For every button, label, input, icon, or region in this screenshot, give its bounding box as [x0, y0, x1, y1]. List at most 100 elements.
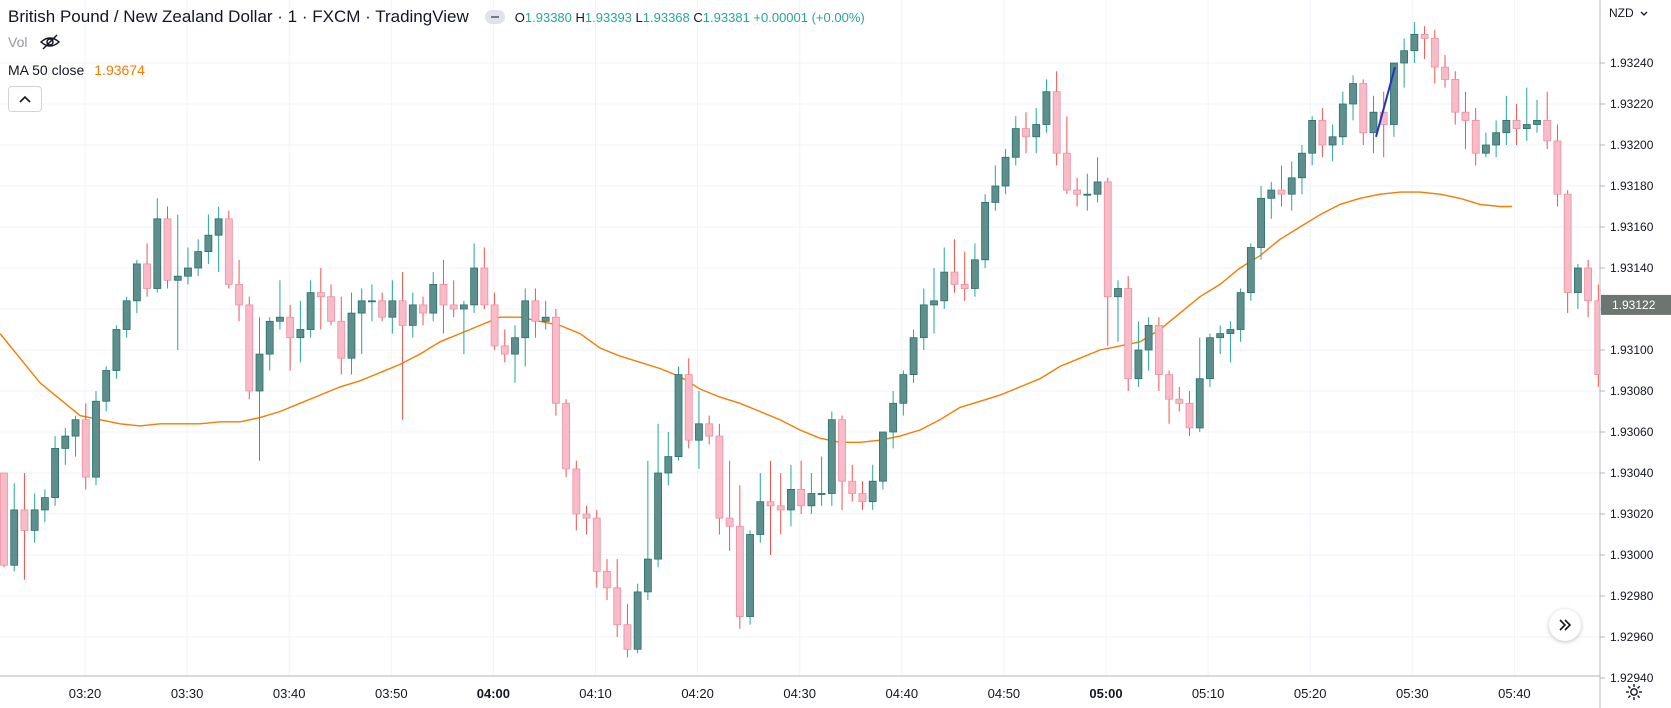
- candle-body: [1573, 267, 1582, 294]
- volume-label[interactable]: Vol: [8, 34, 28, 50]
- candle-body: [572, 468, 581, 515]
- candle-body: [214, 218, 223, 236]
- time-tick-label: 05:30: [1396, 686, 1429, 701]
- trend-line-drawing[interactable]: [1375, 66, 1396, 138]
- candle-body: [1553, 140, 1562, 195]
- candle: [776, 473, 785, 535]
- candle-body: [1533, 120, 1541, 125]
- candle: [1390, 62, 1398, 137]
- price-tick-label: 1.93140: [1610, 261, 1654, 275]
- currency-selector[interactable]: NZD: [1609, 6, 1648, 20]
- candle-body: [797, 488, 806, 507]
- candle: [81, 403, 90, 490]
- candle-body: [1062, 152, 1071, 191]
- candle-body: [10, 509, 19, 566]
- candle: [276, 280, 284, 330]
- candle-body: [981, 201, 990, 261]
- collapse-legend-button[interactable]: [8, 86, 42, 112]
- eye-crossed-icon[interactable]: [39, 34, 61, 50]
- ma-value: 1.93674: [94, 62, 145, 78]
- price-tick-label: 1.92980: [1610, 589, 1654, 603]
- candle: [1318, 108, 1327, 158]
- candle-body: [439, 283, 448, 306]
- candle-body: [746, 534, 754, 617]
- candle-body: [756, 501, 765, 535]
- candle: [858, 481, 867, 510]
- candle: [1124, 276, 1133, 391]
- candle: [940, 247, 949, 309]
- time-axis-bg[interactable]: [0, 676, 1600, 708]
- candle-body: [541, 316, 550, 322]
- candle: [1093, 157, 1102, 203]
- candle-body: [1175, 398, 1184, 404]
- candle: [521, 288, 530, 367]
- candle-body: [613, 587, 622, 626]
- candle: [1441, 54, 1449, 88]
- candle: [613, 559, 622, 637]
- candle-body: [429, 283, 438, 314]
- candle-body: [991, 185, 1000, 203]
- candle-body: [0, 472, 8, 566]
- candle-body: [1410, 33, 1419, 52]
- time-tick-label: 04:20: [681, 686, 714, 701]
- candle-body: [419, 304, 427, 314]
- candle-body: [817, 493, 826, 495]
- candle-body: [368, 300, 376, 303]
- price-axis-bg[interactable]: [1600, 0, 1671, 708]
- candle-body: [1114, 288, 1122, 298]
- candle-body: [1226, 329, 1235, 334]
- low-label: L: [635, 9, 643, 25]
- candle: [1206, 333, 1214, 387]
- candle: [1083, 173, 1092, 211]
- ma-50-line-layer: [0, 191, 1512, 443]
- time-tick-label: 03:30: [171, 686, 204, 701]
- candle: [766, 460, 775, 555]
- candle-body: [1502, 120, 1511, 134]
- candle-body: [521, 300, 530, 339]
- candle: [1277, 165, 1286, 207]
- scroll-to-realtime-button[interactable]: [1549, 609, 1581, 641]
- candle-body: [20, 509, 29, 531]
- candle: [960, 251, 969, 301]
- candle: [1246, 243, 1255, 301]
- candle: [1573, 263, 1582, 309]
- candle-body: [562, 402, 570, 470]
- candle-body: [357, 300, 366, 314]
- candle: [562, 399, 570, 478]
- candle: [848, 464, 857, 502]
- candle: [981, 194, 990, 268]
- candle-body: [633, 591, 642, 650]
- candle: [1522, 87, 1531, 141]
- candle: [909, 329, 918, 383]
- candle-body: [51, 447, 59, 498]
- trend-line[interactable]: [1375, 66, 1396, 138]
- more-options-icon[interactable]: [484, 10, 505, 24]
- candle: [357, 288, 366, 355]
- candle: [817, 456, 826, 506]
- price-tick-label: 1.93200: [1610, 138, 1654, 152]
- candle-body: [695, 423, 703, 441]
- candle: [684, 358, 693, 449]
- candle: [1400, 38, 1409, 88]
- candle: [449, 280, 458, 318]
- candle-body: [1154, 324, 1163, 375]
- candle: [398, 272, 407, 420]
- chart-grid: [0, 0, 1600, 679]
- ma-label[interactable]: MA 50 close: [8, 62, 85, 78]
- candle-body: [1124, 288, 1133, 380]
- symbol-title[interactable]: British Pound / New Zealand Dollar · 1 ·…: [8, 7, 469, 26]
- candle-body: [71, 419, 80, 437]
- candle: [419, 296, 427, 326]
- candle-body: [1277, 189, 1286, 195]
- candle-body: [766, 501, 775, 507]
- gear-icon[interactable]: [1625, 683, 1643, 701]
- candle: [1451, 71, 1460, 125]
- candle: [255, 317, 264, 461]
- candle-body: [592, 517, 601, 572]
- candle: [1553, 124, 1562, 207]
- candle-body: [776, 505, 785, 511]
- candle-body: [316, 292, 325, 298]
- candle: [623, 604, 632, 658]
- candle-body: [838, 419, 846, 482]
